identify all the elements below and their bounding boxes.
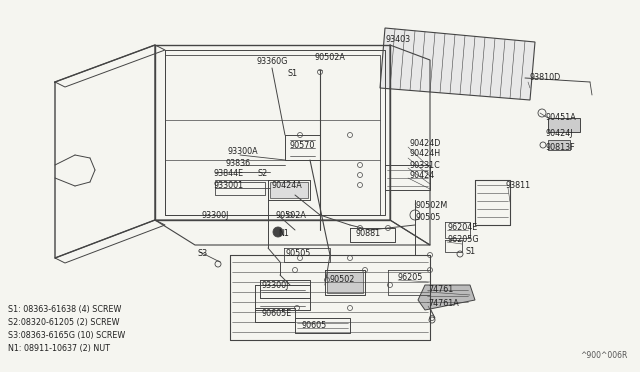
Text: 90424H: 90424H (410, 150, 441, 158)
Text: 93300A: 93300A (228, 148, 259, 157)
Text: 90424D: 90424D (410, 138, 442, 148)
Text: S1: S1 (288, 70, 298, 78)
Text: 90424A: 90424A (271, 180, 301, 189)
Text: 93403: 93403 (385, 35, 411, 45)
Text: 93811: 93811 (506, 182, 531, 190)
Text: 90505: 90505 (286, 248, 312, 257)
Text: S1: S1 (465, 247, 475, 257)
Text: S1: 08363-61638 (4) SCREW: S1: 08363-61638 (4) SCREW (8, 305, 122, 314)
Text: ^900^006R: ^900^006R (580, 351, 628, 360)
Polygon shape (380, 28, 535, 100)
Polygon shape (548, 118, 580, 132)
Text: 93300J: 93300J (261, 280, 289, 289)
Text: N1: N1 (278, 228, 289, 237)
Text: 90605: 90605 (302, 321, 327, 330)
Text: 90502A: 90502A (315, 54, 346, 62)
Text: 90881: 90881 (355, 230, 380, 238)
Text: 90451A: 90451A (545, 113, 576, 122)
Text: 93810D: 93810D (530, 74, 561, 83)
Text: 96205: 96205 (398, 273, 424, 282)
Text: 96204E: 96204E (448, 224, 478, 232)
Text: 90605E: 90605E (261, 310, 291, 318)
Text: 74761A: 74761A (428, 299, 459, 308)
Text: S2:08320-61205 (2) SCREW: S2:08320-61205 (2) SCREW (8, 318, 120, 327)
Text: 933001: 933001 (214, 180, 244, 189)
Text: 90331C: 90331C (410, 160, 441, 170)
Text: 90424J: 90424J (545, 128, 573, 138)
Polygon shape (270, 182, 308, 198)
Text: 90505: 90505 (415, 214, 440, 222)
Text: 90813F: 90813F (545, 144, 575, 153)
Text: N1: 08911-10637 (2) NUT: N1: 08911-10637 (2) NUT (8, 344, 110, 353)
Polygon shape (548, 140, 570, 150)
Text: 93836: 93836 (226, 158, 251, 167)
Text: S2: S2 (257, 170, 268, 179)
Text: 93360G: 93360G (256, 58, 288, 67)
Text: S3:08363-6165G (10) SCREW: S3:08363-6165G (10) SCREW (8, 331, 125, 340)
Text: 90502A: 90502A (275, 212, 306, 221)
Polygon shape (418, 285, 475, 310)
Circle shape (273, 227, 283, 237)
Polygon shape (327, 272, 363, 293)
Text: 93844E: 93844E (214, 170, 244, 179)
Text: 90424: 90424 (410, 171, 435, 180)
Text: 93300J: 93300J (202, 212, 229, 221)
Text: 96205G: 96205G (448, 235, 479, 244)
Text: 90570: 90570 (290, 141, 316, 150)
Text: 74761: 74761 (428, 285, 453, 295)
Text: 90502M: 90502M (415, 202, 447, 211)
Text: S3: S3 (198, 248, 208, 257)
Text: 90502: 90502 (330, 276, 355, 285)
